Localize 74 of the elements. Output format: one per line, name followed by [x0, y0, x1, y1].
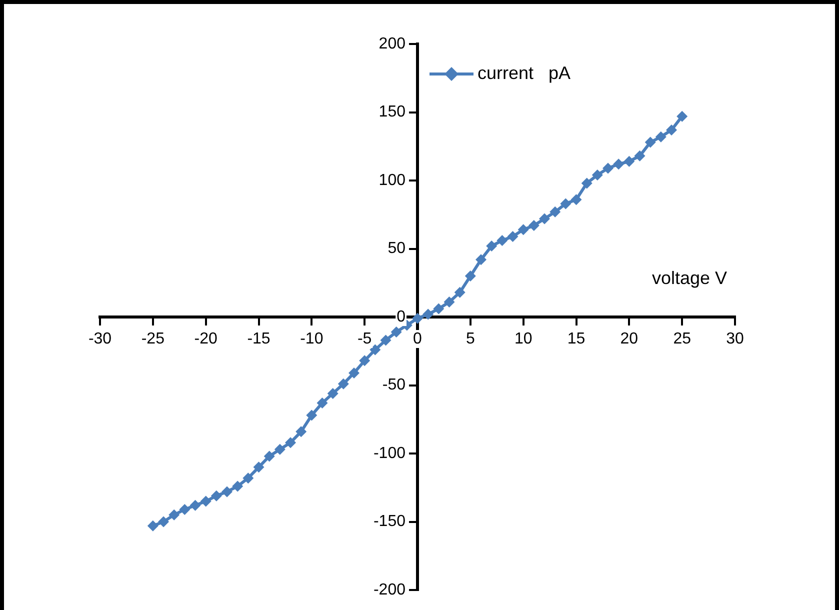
point [676, 110, 688, 122]
point [380, 334, 392, 346]
x-tick-label: -30 [88, 330, 112, 348]
point [359, 355, 370, 366]
x-tick-label: 15 [567, 330, 586, 348]
point [306, 410, 318, 421]
point [581, 178, 592, 189]
point [327, 388, 338, 399]
x-tick-label: -25 [141, 330, 165, 348]
point [296, 426, 307, 438]
point [644, 136, 656, 148]
point [190, 500, 201, 511]
point [348, 367, 360, 378]
point [592, 170, 603, 181]
point [274, 444, 286, 455]
point [412, 312, 423, 324]
point [285, 437, 296, 448]
y-tick-label: 200 [378, 35, 406, 52]
point [666, 124, 677, 136]
point [232, 480, 244, 492]
x-tick-label: -5 [357, 330, 372, 348]
point [476, 254, 486, 266]
x-tick-label: -10 [300, 330, 324, 348]
point [338, 378, 349, 390]
x-tick-label: 30 [726, 330, 744, 348]
point [316, 397, 328, 408]
point [528, 220, 540, 232]
point [253, 462, 264, 473]
point [634, 150, 646, 162]
y-tick-label: 100 [378, 172, 406, 189]
point [613, 158, 624, 170]
point [444, 296, 455, 308]
point [655, 131, 666, 142]
point [570, 194, 582, 206]
y-tick-label: -50 [382, 376, 406, 394]
y-tick-label: -150 [373, 513, 406, 530]
point [222, 486, 232, 498]
point [168, 509, 180, 520]
point [518, 224, 529, 236]
point [242, 472, 254, 484]
x-tick-label: -15 [247, 330, 270, 348]
point [147, 520, 158, 532]
x-tick-label: 25 [673, 330, 692, 348]
point [624, 156, 635, 167]
x-tick-label: 20 [620, 330, 638, 348]
point [370, 344, 381, 356]
point [486, 240, 498, 252]
point [560, 198, 572, 210]
x-tick-label: 0 [413, 330, 422, 348]
x-tick-label: 10 [514, 330, 532, 348]
legend-label: current pA [478, 62, 571, 83]
y-tick-label: 150 [378, 104, 406, 121]
y-tick-label: -100 [373, 444, 406, 462]
point [264, 450, 275, 462]
y-tick-label: 0 [396, 308, 406, 326]
point [496, 235, 508, 246]
point [390, 326, 402, 338]
x-tick-label: 5 [466, 330, 475, 348]
point [158, 516, 169, 528]
point [454, 286, 466, 298]
point [210, 490, 222, 502]
point [507, 230, 518, 242]
point [550, 206, 561, 218]
point [602, 162, 614, 174]
x-tick-label: -20 [194, 330, 218, 348]
point [433, 303, 444, 314]
point [200, 496, 212, 507]
x-axis-title: voltage V [652, 268, 727, 288]
point [179, 504, 190, 515]
point [422, 308, 434, 320]
point [464, 270, 476, 282]
y-tick-label: -200 [373, 581, 406, 598]
y-tick-label: 50 [388, 240, 406, 258]
point [539, 213, 550, 224]
